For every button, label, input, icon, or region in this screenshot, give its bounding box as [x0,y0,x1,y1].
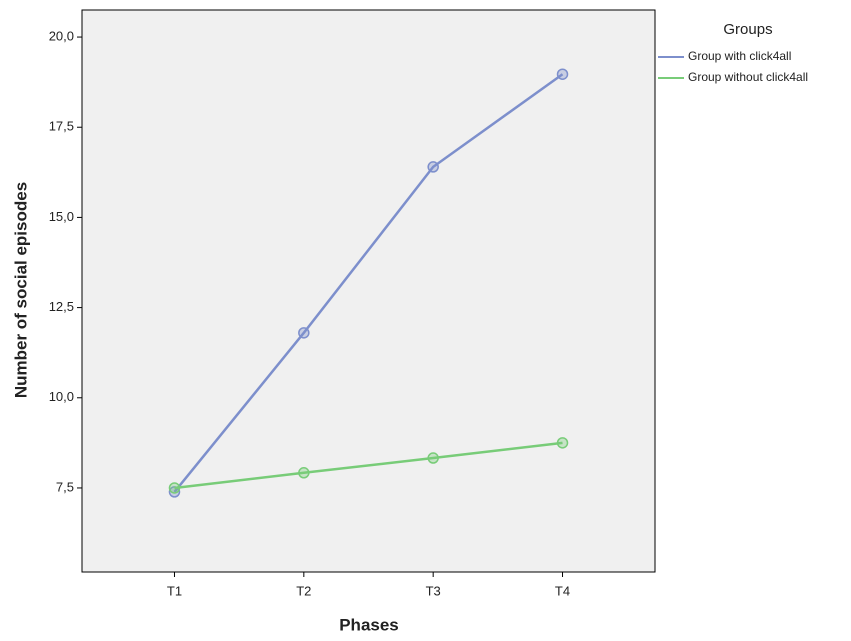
legend-label: Group with click4all [688,49,791,63]
x-tick-label: T1 [167,583,182,598]
point-marker [556,437,569,449]
legend-title: Groups [723,21,772,38]
point-marker [298,467,310,479]
y-tick-label: 20,0 [49,28,74,43]
point-marker [427,161,439,173]
x-axis-title: Phases [339,615,399,634]
y-tick-label: 10,0 [49,389,74,404]
y-tick-label: 12,5 [49,299,74,314]
series-line [174,441,563,490]
point-marker [556,68,569,80]
x-tick-label: T3 [426,583,441,598]
point-marker [298,327,310,339]
point-marker [168,482,181,494]
y-axis-title: Number of social episodes [11,182,30,398]
plot-area [81,9,656,573]
x-tick-label: T2 [296,583,311,598]
series-line [173,73,564,493]
x-tick-label: T4 [555,583,570,598]
point-marker [427,452,439,464]
y-tick-label: 17,5 [49,119,74,134]
legend-label: Group without click4all [688,70,808,84]
y-tick-label: 7,5 [56,479,74,494]
y-tick-label: 15,0 [49,209,74,224]
